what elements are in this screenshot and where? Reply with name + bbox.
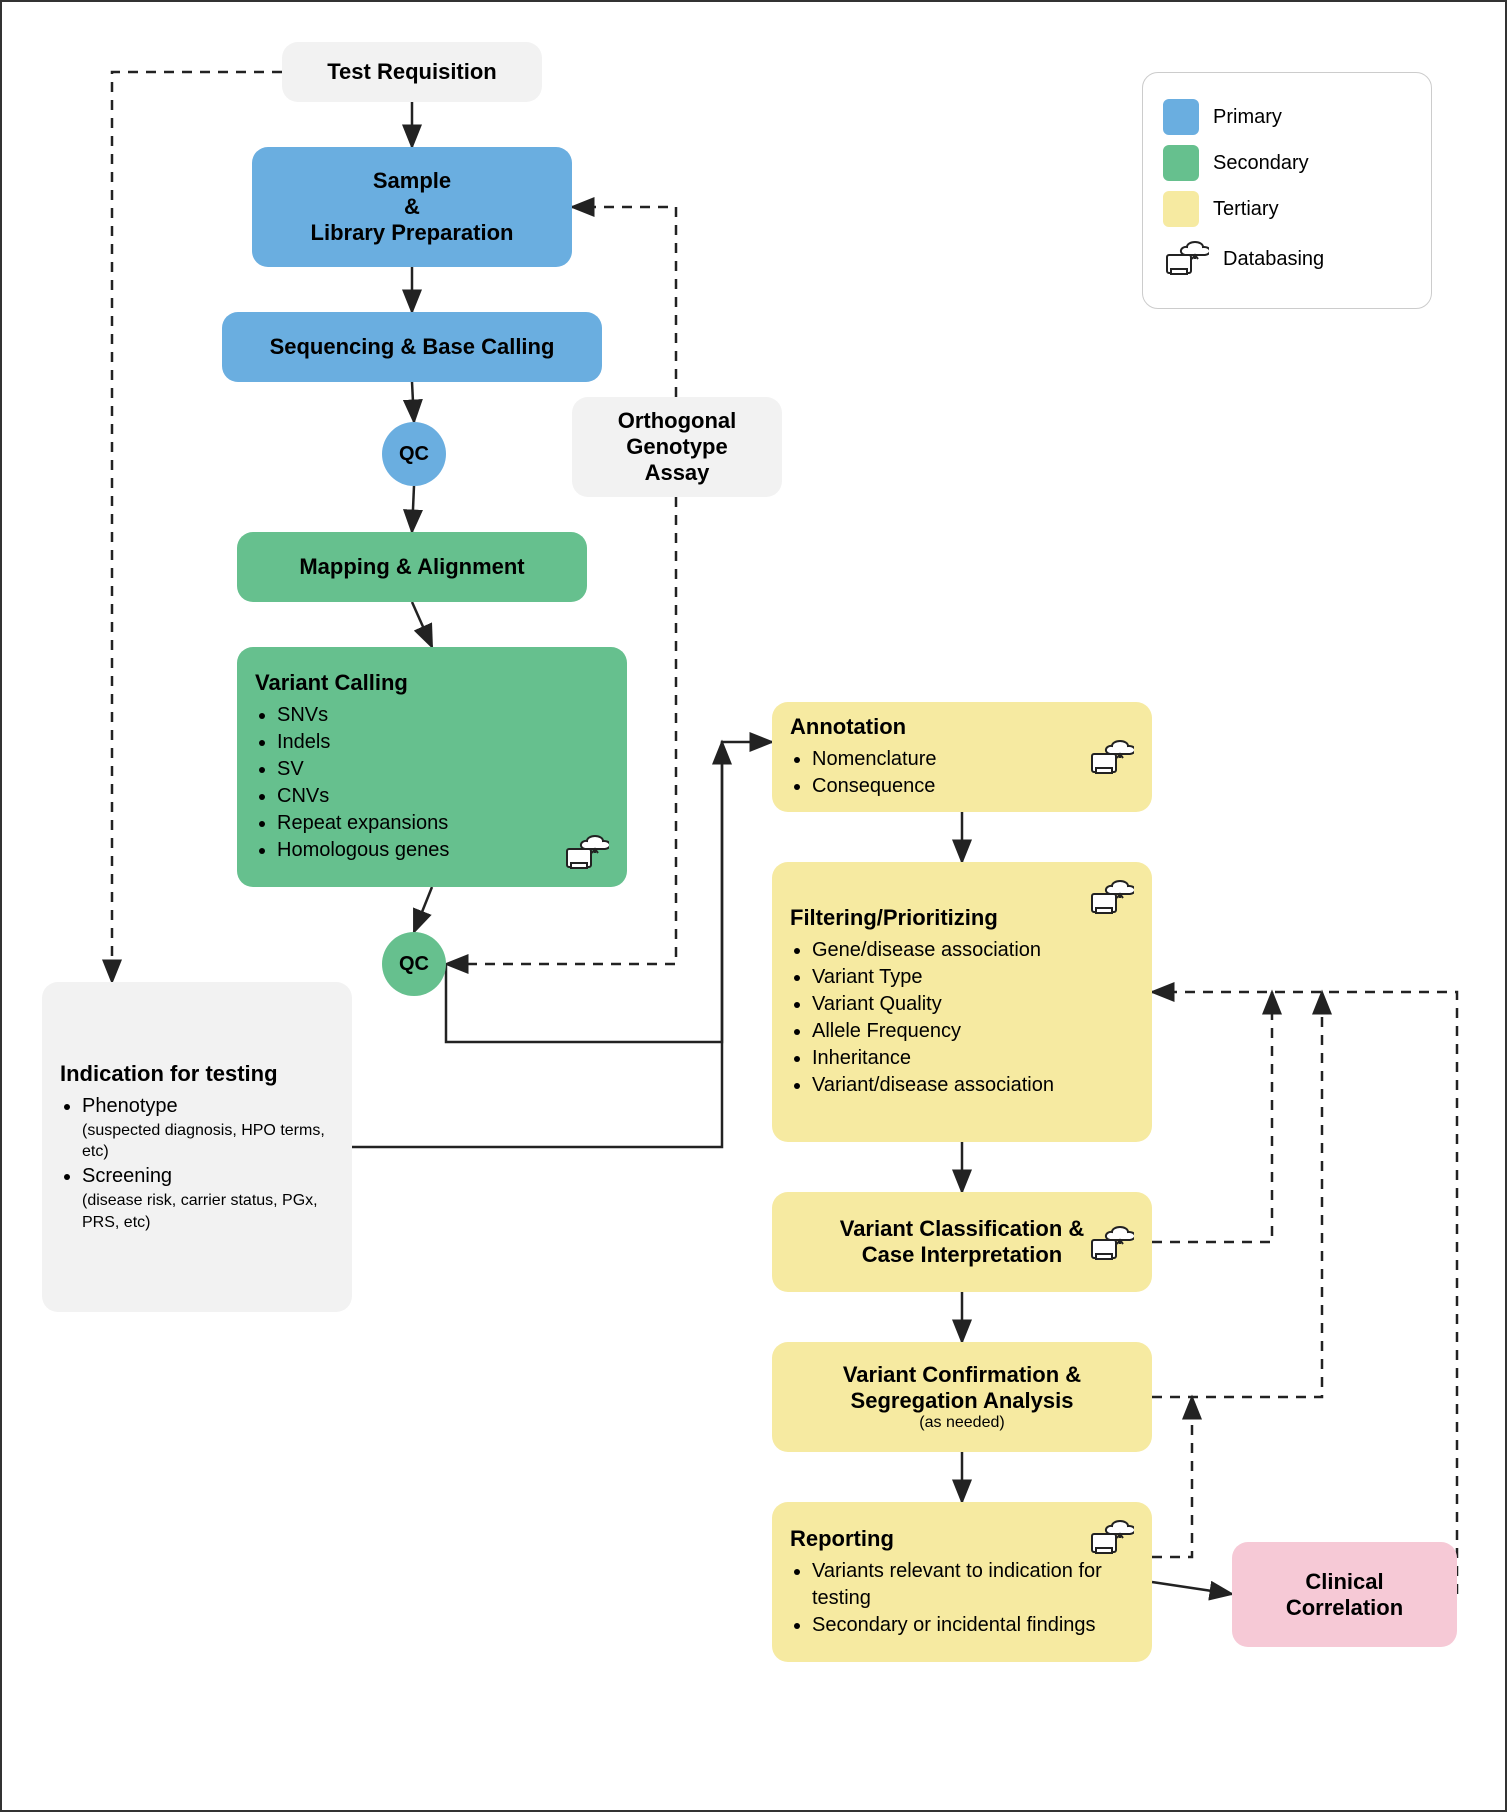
node-title: ClinicalCorrelation bbox=[1250, 1569, 1439, 1621]
node-title: Variant Classification &Case Interpretat… bbox=[790, 1216, 1134, 1268]
node-bullet-list: Phenotype(suspected diagnosis, HPO terms… bbox=[60, 1093, 334, 1233]
node-title: OrthogonalGenotypeAssay bbox=[590, 408, 764, 486]
node-bullet: Allele Frequency bbox=[812, 1018, 1134, 1045]
connector bbox=[412, 486, 414, 532]
node-reporting: Reporting Variants relevant to indication… bbox=[772, 1502, 1152, 1662]
connector bbox=[1152, 992, 1272, 1242]
node-indication: Indication for testing Phenotype(suspecte… bbox=[42, 982, 352, 1312]
node-bullet-list: Variants relevant to indication for test… bbox=[790, 1558, 1134, 1639]
node-test_req: Test Requisition bbox=[282, 42, 542, 102]
node-title: Sequencing & Base Calling bbox=[240, 334, 584, 360]
database-icon bbox=[1088, 1516, 1134, 1556]
legend-box: Primary Secondary Tertiary Databasing bbox=[1142, 72, 1432, 309]
legend-label: Tertiary bbox=[1213, 198, 1279, 221]
connector bbox=[412, 602, 432, 647]
node-clin_corr: ClinicalCorrelation bbox=[1232, 1542, 1457, 1647]
node-orth: OrthogonalGenotypeAssay bbox=[572, 397, 782, 497]
legend-swatch bbox=[1163, 145, 1199, 181]
node-bullet: Variant Type bbox=[812, 964, 1134, 991]
database-icon bbox=[1163, 237, 1209, 282]
connector bbox=[1152, 1397, 1192, 1557]
node-title: Reporting bbox=[790, 1526, 1134, 1552]
node-title: Sample&Library Preparation bbox=[270, 168, 554, 246]
node-filtering: Filtering/Prioritizing Gene/disease assoc… bbox=[772, 862, 1152, 1142]
database-icon bbox=[1088, 736, 1134, 776]
legend-row: Primary bbox=[1163, 99, 1411, 135]
node-bullet: Phenotype(suspected diagnosis, HPO terms… bbox=[82, 1093, 334, 1163]
connector bbox=[1152, 992, 1322, 1397]
flowchart-canvas: Primary Secondary Tertiary Databasing Test… bbox=[0, 0, 1507, 1812]
node-bullet-subnote: (disease risk, carrier status, PGx, PRS,… bbox=[82, 1190, 334, 1233]
legend-label: Primary bbox=[1213, 106, 1282, 129]
connector bbox=[414, 887, 432, 932]
node-bullet: Secondary or incidental findings bbox=[812, 1612, 1134, 1639]
node-map_align: Mapping & Alignment bbox=[237, 532, 587, 602]
node-bullet: Variants relevant to indication for test… bbox=[812, 1558, 1134, 1612]
node-bullet-list: Gene/disease associationVariant TypeVari… bbox=[790, 937, 1134, 1099]
node-var_class: Variant Classification &Case Interpretat… bbox=[772, 1192, 1152, 1292]
node-bullet: Inheritance bbox=[812, 1045, 1134, 1072]
node-subtitle: (as needed) bbox=[790, 1414, 1134, 1432]
node-var_conf: Variant Confirmation &Segregation Analys… bbox=[772, 1342, 1152, 1452]
legend-swatch bbox=[1163, 99, 1199, 135]
node-title: Test Requisition bbox=[300, 59, 524, 85]
database-icon bbox=[563, 831, 609, 871]
connector bbox=[1152, 1582, 1232, 1594]
node-bullet: Consequence bbox=[812, 773, 1134, 800]
node-bullet: Gene/disease association bbox=[812, 937, 1134, 964]
connector bbox=[412, 382, 414, 422]
node-title: Indication for testing bbox=[60, 1061, 334, 1087]
legend-row: Secondary bbox=[1163, 145, 1411, 181]
node-title: Filtering/Prioritizing bbox=[790, 905, 1134, 931]
node-seq_base: Sequencing & Base Calling bbox=[222, 312, 602, 382]
node-bullet: Repeat expansions bbox=[277, 810, 609, 837]
node-bullet: Variant/disease association bbox=[812, 1072, 1134, 1099]
database-icon bbox=[1088, 876, 1134, 916]
node-title: Variant Confirmation &Segregation Analys… bbox=[790, 1362, 1134, 1414]
node-bullet: SV bbox=[277, 756, 609, 783]
node-bullet: Nomenclature bbox=[812, 746, 1134, 773]
database-icon bbox=[1088, 1222, 1134, 1262]
legend-row: Databasing bbox=[1163, 237, 1411, 282]
node-sample_lib: Sample&Library Preparation bbox=[252, 147, 572, 267]
node-bullet-list: NomenclatureConsequence bbox=[790, 746, 1134, 800]
node-annotation: Annotation NomenclatureConsequence bbox=[772, 702, 1152, 812]
legend-swatch bbox=[1163, 191, 1199, 227]
connector bbox=[1152, 992, 1457, 1594]
node-title: Mapping & Alignment bbox=[255, 554, 569, 580]
node-bullet: SNVs bbox=[277, 702, 609, 729]
legend-row: Tertiary bbox=[1163, 191, 1411, 227]
node-bullet: Variant Quality bbox=[812, 991, 1134, 1018]
node-title: Variant Calling bbox=[255, 670, 609, 696]
qc-circle-qc2: QC bbox=[382, 932, 446, 996]
qc-circle-qc1: QC bbox=[382, 422, 446, 486]
node-bullet: CNVs bbox=[277, 783, 609, 810]
node-var_call: Variant Calling SNVsIndelsSVCNVsRepeat ex… bbox=[237, 647, 627, 887]
legend-label: Databasing bbox=[1223, 248, 1324, 271]
legend-label: Secondary bbox=[1213, 152, 1309, 175]
node-title: Annotation bbox=[790, 714, 1134, 740]
node-bullet: Indels bbox=[277, 729, 609, 756]
node-bullet: Homologous genes bbox=[277, 837, 609, 864]
node-bullet: Screening(disease risk, carrier status, … bbox=[82, 1163, 334, 1233]
node-bullet-list: SNVsIndelsSVCNVsRepeat expansionsHomolog… bbox=[255, 702, 609, 864]
node-bullet-subnote: (suspected diagnosis, HPO terms, etc) bbox=[82, 1120, 334, 1163]
